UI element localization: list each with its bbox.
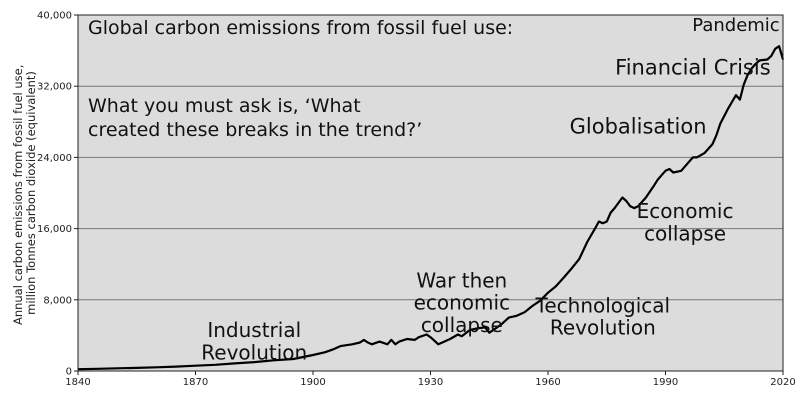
y-axis-label-line-1: Annual carbon emissions from fossil fuel… [11, 65, 25, 325]
annotation-pandemic: Pandemic [692, 15, 779, 36]
x-tick-label: 1960 [535, 377, 560, 388]
annotation-line: Industrial [207, 318, 301, 342]
annotation-technological: Technological Revolution [535, 293, 671, 339]
annotation-line: collapse [421, 313, 503, 337]
annotation-line: Globalisation [570, 114, 707, 138]
chart-subtitle: What you must ask is, ‘What created thes… [88, 95, 422, 141]
annotation-line: Economic [637, 199, 734, 223]
annotation-war: War then economic collapse [414, 268, 510, 337]
chart-subtitle-line-1: What you must ask is, ‘What [88, 95, 361, 117]
annotation-line: Revolution [550, 316, 656, 340]
y-tick-label: 40,000 [37, 11, 72, 22]
plot-area [78, 15, 783, 371]
chart-title: Global carbon emissions from fossil fuel… [88, 17, 513, 39]
annotation-line: Financial Crisis [615, 56, 770, 80]
annotation-line: Revolution [201, 341, 307, 365]
y-tick-label: 24,000 [37, 153, 72, 164]
x-tick-label: 1900 [300, 377, 325, 388]
y-axis-label-line-2: million Tonnes carbon dioxide (equivalen… [24, 71, 38, 315]
y-tick-label: 16,000 [37, 224, 72, 235]
annotation-financial: Financial Crisis [615, 56, 770, 80]
x-tick-label: 1840 [65, 377, 90, 388]
annotation-economic: Economic collapse [637, 199, 734, 245]
annotation-line: Pandemic [692, 15, 779, 36]
x-tick-label: 1930 [418, 377, 443, 388]
gridlines [78, 85, 783, 301]
annotation-industrial: Industrial Revolution [201, 318, 307, 364]
annotation-line: collapse [644, 221, 726, 245]
annotation-line: Technological [535, 293, 671, 317]
y-axis-label: Annual carbon emissions from fossil fuel… [11, 61, 38, 325]
y-tick-label: 32,000 [37, 82, 72, 93]
y-axis-ticks: 0 8,000 16,000 24,000 32,000 40,000 [37, 11, 78, 378]
annotation-globalisation: Globalisation [570, 114, 707, 138]
x-tick-label: 2020 [770, 377, 795, 388]
plot-frame [77, 14, 784, 372]
annotation-line: economic [414, 291, 510, 315]
x-axis-ticks: 1840 1870 1900 1930 1960 1990 2020 [65, 371, 796, 388]
emissions-line [77, 45, 785, 371]
annotation-line: War then [416, 268, 507, 292]
x-tick-label: 1990 [653, 377, 678, 388]
chart-subtitle-line-2: created these breaks in the trend?’ [88, 119, 422, 141]
y-tick-label: 0 [66, 367, 72, 378]
y-tick-label: 8,000 [43, 295, 72, 306]
x-tick-label: 1870 [183, 377, 208, 388]
